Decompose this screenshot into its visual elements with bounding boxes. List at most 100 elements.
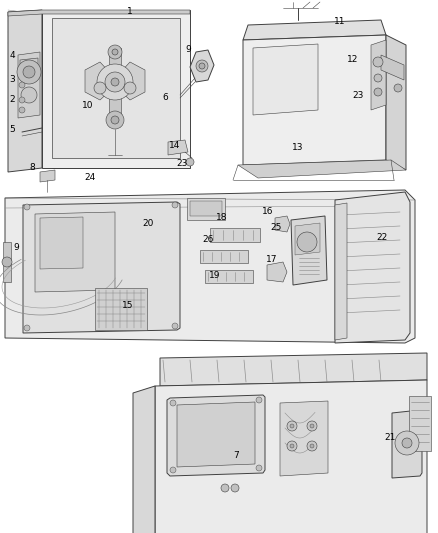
Polygon shape bbox=[133, 386, 155, 533]
Circle shape bbox=[172, 202, 178, 208]
Text: 9: 9 bbox=[13, 244, 19, 253]
Circle shape bbox=[287, 421, 297, 431]
Polygon shape bbox=[253, 44, 318, 115]
Circle shape bbox=[24, 325, 30, 331]
Circle shape bbox=[24, 204, 30, 210]
Bar bbox=[109, 48, 121, 120]
Circle shape bbox=[19, 107, 25, 113]
Circle shape bbox=[310, 424, 314, 428]
Circle shape bbox=[402, 438, 412, 448]
Polygon shape bbox=[381, 55, 404, 80]
Text: 10: 10 bbox=[82, 101, 94, 109]
Circle shape bbox=[287, 441, 297, 451]
Circle shape bbox=[112, 49, 118, 55]
Polygon shape bbox=[267, 262, 287, 282]
Text: 6: 6 bbox=[162, 93, 168, 102]
Circle shape bbox=[170, 400, 176, 406]
Circle shape bbox=[373, 57, 383, 67]
Text: 13: 13 bbox=[292, 143, 304, 152]
Circle shape bbox=[307, 441, 317, 451]
Polygon shape bbox=[167, 395, 265, 476]
Bar bbox=[3, 242, 11, 282]
Bar bbox=[52, 18, 180, 158]
Polygon shape bbox=[23, 202, 180, 333]
Circle shape bbox=[97, 64, 133, 100]
Polygon shape bbox=[85, 62, 112, 100]
Circle shape bbox=[374, 88, 382, 96]
Circle shape bbox=[105, 72, 125, 92]
Circle shape bbox=[256, 465, 262, 471]
Text: 1: 1 bbox=[127, 7, 133, 17]
Polygon shape bbox=[243, 20, 386, 40]
Polygon shape bbox=[40, 217, 83, 269]
Circle shape bbox=[19, 97, 25, 103]
Circle shape bbox=[196, 60, 208, 72]
Polygon shape bbox=[20, 58, 38, 72]
Text: 24: 24 bbox=[85, 174, 95, 182]
Circle shape bbox=[307, 421, 317, 431]
Text: 12: 12 bbox=[347, 55, 359, 64]
Circle shape bbox=[172, 323, 178, 329]
Polygon shape bbox=[280, 401, 328, 476]
Circle shape bbox=[170, 467, 176, 473]
Circle shape bbox=[290, 444, 294, 448]
Polygon shape bbox=[155, 380, 427, 533]
Circle shape bbox=[124, 82, 136, 94]
Bar bbox=[190, 201, 222, 216]
Text: 5: 5 bbox=[9, 125, 15, 134]
Circle shape bbox=[111, 78, 119, 86]
Polygon shape bbox=[42, 10, 190, 168]
Circle shape bbox=[199, 63, 205, 69]
Polygon shape bbox=[160, 353, 427, 386]
Circle shape bbox=[221, 484, 229, 492]
Polygon shape bbox=[190, 50, 214, 82]
Polygon shape bbox=[40, 170, 55, 182]
Text: 7: 7 bbox=[233, 451, 239, 461]
Bar bbox=[95, 288, 147, 330]
Circle shape bbox=[297, 232, 317, 252]
Circle shape bbox=[394, 84, 402, 92]
Circle shape bbox=[94, 82, 106, 94]
Text: 26: 26 bbox=[202, 236, 214, 245]
Text: 23: 23 bbox=[177, 158, 188, 167]
Circle shape bbox=[23, 66, 35, 78]
Polygon shape bbox=[168, 140, 188, 155]
Text: 2: 2 bbox=[9, 95, 15, 104]
Text: 22: 22 bbox=[376, 233, 388, 243]
Circle shape bbox=[106, 111, 124, 129]
Circle shape bbox=[108, 45, 122, 59]
Text: 11: 11 bbox=[334, 18, 346, 27]
Text: 17: 17 bbox=[266, 255, 278, 264]
Polygon shape bbox=[335, 192, 410, 343]
Text: 8: 8 bbox=[29, 164, 35, 173]
Bar bbox=[210, 228, 260, 242]
Polygon shape bbox=[291, 216, 327, 285]
Polygon shape bbox=[335, 203, 347, 340]
Circle shape bbox=[19, 82, 25, 88]
Polygon shape bbox=[8, 10, 190, 16]
Bar bbox=[205, 270, 253, 283]
Text: 20: 20 bbox=[142, 220, 154, 229]
Circle shape bbox=[186, 158, 194, 166]
Polygon shape bbox=[8, 10, 42, 172]
Circle shape bbox=[2, 257, 12, 267]
Polygon shape bbox=[392, 410, 422, 478]
Text: 4: 4 bbox=[9, 51, 15, 60]
Polygon shape bbox=[295, 223, 320, 255]
Circle shape bbox=[290, 424, 294, 428]
Polygon shape bbox=[35, 212, 115, 292]
Polygon shape bbox=[238, 160, 406, 178]
Bar bbox=[187, 198, 225, 220]
Polygon shape bbox=[18, 52, 40, 118]
Polygon shape bbox=[275, 216, 290, 232]
Text: 3: 3 bbox=[9, 76, 15, 85]
Text: 16: 16 bbox=[262, 207, 274, 216]
Polygon shape bbox=[5, 190, 415, 343]
Circle shape bbox=[17, 60, 41, 84]
Circle shape bbox=[231, 484, 239, 492]
Circle shape bbox=[21, 87, 37, 103]
Text: 15: 15 bbox=[122, 301, 134, 310]
Circle shape bbox=[374, 74, 382, 82]
Polygon shape bbox=[386, 35, 406, 170]
Text: 21: 21 bbox=[384, 433, 396, 442]
